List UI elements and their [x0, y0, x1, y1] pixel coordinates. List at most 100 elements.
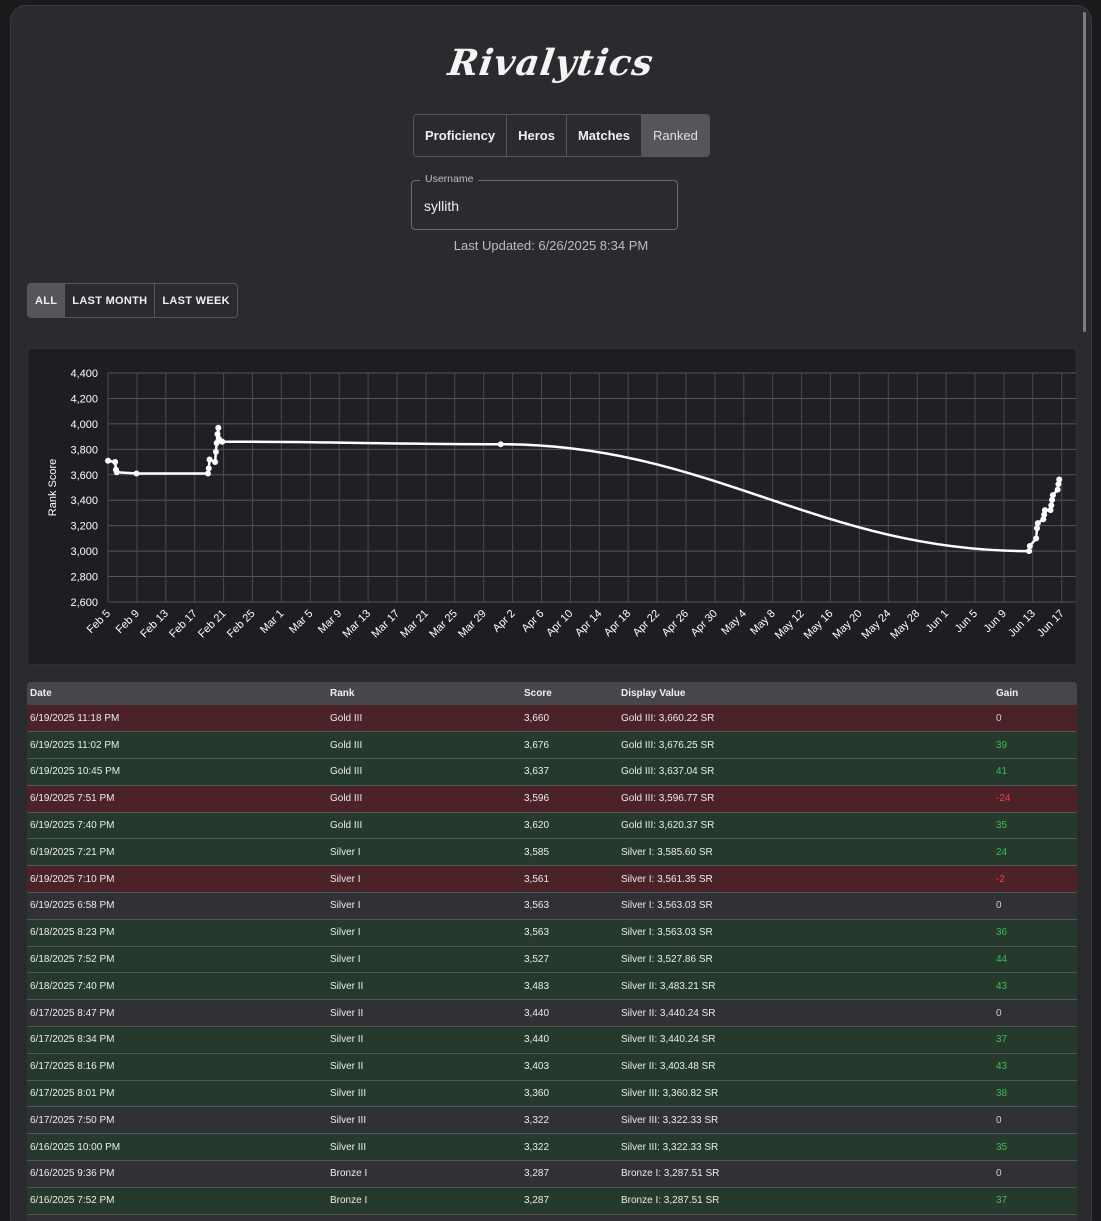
cell-score: 3,483	[524, 980, 550, 992]
cell-score: 3,322	[524, 1114, 550, 1126]
cell-rank: Silver I	[330, 927, 361, 939]
username-field[interactable]: Username	[411, 173, 678, 230]
cell-gain: 24	[996, 846, 1008, 858]
table-row: 6/19/2025 11:02 PM Gold III 3,676 Gold III:…	[27, 731, 1077, 759]
cell-gain: 36	[996, 927, 1008, 939]
cell-display: Gold III: 3,660.22 SR	[621, 712, 715, 724]
tab-matches[interactable]: Matches	[566, 115, 642, 156]
cell-gain: 0	[996, 1168, 1002, 1180]
cell-score: 3,322	[524, 1141, 550, 1153]
cell-display: Bronze I: 3,287.51 SR	[621, 1168, 720, 1180]
range-tab-all[interactable]: ALL	[28, 284, 66, 317]
x-tick-label: Mar 1	[258, 608, 286, 636]
app-window: Rivalytics Proficiency Heros Matches Ranked…	[10, 5, 1092, 1221]
x-tick-label: Mar 25	[427, 608, 460, 641]
table-row: 6/17/2025 8:01 PM Silver III 3,360 Silver I…	[27, 1080, 1077, 1107]
cell-rank: Silver II	[330, 1061, 364, 1073]
x-tick-label: Jun 13	[1006, 608, 1038, 640]
data-point	[133, 470, 140, 477]
main-tabs: Proficiency Heros Matches Ranked	[413, 114, 710, 157]
cell-rank: Gold III	[330, 712, 363, 724]
table-row: 6/16/2025 7:52 PM Bronze I 3,287 Bronze I: …	[27, 1187, 1077, 1215]
range-tab-last-week[interactable]: LAST WEEK	[162, 294, 230, 307]
tab-ranked[interactable]: Ranked	[641, 115, 709, 156]
cell-score: 3,287	[524, 1168, 550, 1180]
table-row: 6/16/2025 10:00 PM Silver III 3,322 Silver …	[27, 1133, 1077, 1161]
data-point	[215, 424, 222, 431]
cell-score: 3,620	[524, 820, 550, 832]
data-point	[204, 470, 211, 477]
app-logo: Rivalytics	[445, 42, 657, 84]
cell-display: Bronze I: 3,287.51 SR	[621, 1195, 720, 1207]
cell-date: 6/18/2025 8:23 PM	[30, 927, 115, 939]
x-tick-label: Apr 18	[602, 608, 633, 639]
data-point	[1047, 507, 1054, 514]
x-tick-label: Apr 26	[660, 608, 691, 639]
x-tick-label: Apr 22	[631, 608, 662, 639]
cell-display: Silver III: 3,322.33 SR	[621, 1141, 719, 1153]
y-tick-label: 3,800	[70, 444, 98, 456]
x-tick-label: Feb 17	[167, 608, 200, 641]
x-tick-label: Mar 21	[398, 608, 431, 641]
data-point	[206, 456, 213, 463]
column-header-rank[interactable]: Rank	[330, 688, 355, 699]
cell-rank: Bronze I	[330, 1195, 368, 1207]
scrollbar[interactable]	[1083, 12, 1086, 1212]
table-row: 6/18/2025 7:40 PM Silver II 3,483 Silver II…	[27, 972, 1077, 1000]
table-row: 6/19/2025 10:45 PM Gold III 3,637 Gold III:…	[27, 758, 1077, 786]
column-header-score[interactable]: Score	[524, 688, 552, 699]
username-input[interactable]	[424, 195, 664, 217]
last-updated-text: Last Updated: 6/26/2025 8:34 PM	[453, 238, 649, 253]
y-tick-label: 3,600	[70, 470, 98, 482]
column-header-gain[interactable]: Gain	[996, 688, 1019, 699]
data-point	[212, 459, 219, 466]
x-tick-label: May 28	[888, 608, 922, 642]
cell-score: 3,527	[524, 954, 550, 966]
cell-gain: 39	[996, 739, 1008, 751]
cell-rank: Silver III	[330, 1088, 367, 1100]
x-tick-label: Feb 25	[225, 608, 258, 641]
y-tick-label: 2,600	[70, 597, 98, 609]
scrollbar-thumb[interactable]	[1083, 12, 1086, 332]
y-tick-label: 2,800	[70, 572, 98, 584]
cell-gain: 0	[996, 1114, 1002, 1126]
cell-rank: Silver III	[330, 1114, 367, 1126]
table-row: 6/17/2025 8:47 PM Silver II 3,440 Silver II…	[27, 999, 1077, 1027]
cell-display: Silver I: 3,585.60 SR	[621, 846, 713, 858]
cell-gain: -24	[996, 793, 1011, 805]
cell-rank: Silver II	[330, 1034, 364, 1046]
table-row: 6/17/2025 8:16 PM Silver II 3,403 Silver II…	[27, 1053, 1077, 1081]
cell-display: Gold III: 3,596.77 SR	[621, 793, 715, 805]
cell-date: 6/19/2025 6:58 PM	[30, 900, 115, 912]
x-tick-label: May 4	[719, 608, 749, 638]
data-point	[219, 438, 226, 445]
column-header-display-value[interactable]: Display Value	[621, 688, 686, 699]
data-point	[1026, 543, 1033, 550]
y-tick-label: 3,000	[70, 546, 98, 558]
cell-gain: 35	[996, 1141, 1008, 1153]
cell-date: 6/19/2025 11:18 PM	[30, 712, 120, 724]
table-row: 6/19/2025 6:58 PM Silver I 3,563 Silver I: …	[27, 892, 1077, 920]
tab-heros[interactable]: Heros	[507, 115, 567, 156]
cell-display: Silver I: 3,563.03 SR	[621, 900, 713, 912]
data-point	[1034, 520, 1041, 527]
cell-rank: Gold III	[330, 820, 363, 832]
cell-rank: Silver II	[330, 1007, 364, 1019]
cell-score: 3,676	[524, 739, 550, 751]
y-tick-label: 3,200	[70, 521, 98, 533]
data-point	[1034, 525, 1040, 532]
cell-score: 3,563	[524, 900, 550, 912]
y-tick-label: 4,200	[70, 393, 98, 405]
cell-score: 3,561	[524, 873, 550, 885]
x-tick-label: Apr 6	[520, 608, 547, 635]
cell-score: 3,403	[524, 1061, 550, 1073]
cell-date: 6/19/2025 7:10 PM	[30, 873, 115, 885]
range-tab-last-month[interactable]: LAST MONTH	[65, 284, 156, 317]
cell-date: 6/17/2025 7:50 PM	[30, 1114, 115, 1126]
column-header-date[interactable]: Date	[30, 688, 52, 699]
cell-score: 3,660	[524, 712, 550, 724]
data-point	[1033, 535, 1040, 542]
tab-proficiency[interactable]: Proficiency	[414, 115, 508, 156]
cell-date: 6/17/2025 8:34 PM	[30, 1034, 115, 1046]
range-tabs: ALL LAST MONTH LAST WEEK	[27, 283, 238, 318]
